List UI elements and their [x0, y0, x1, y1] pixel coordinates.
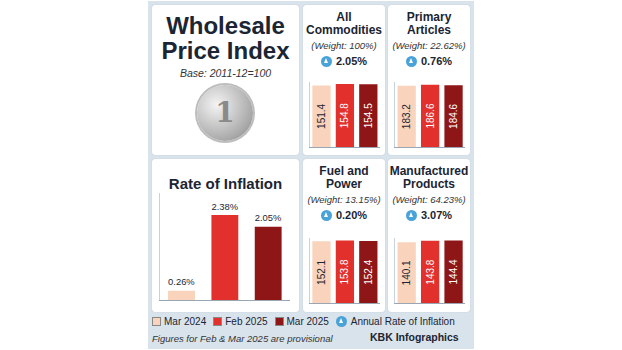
html-text:Primary Articles: Primary Articles	[406, 10, 452, 37]
html-text:Manufactured Products: Manufactured Products	[389, 164, 469, 191]
html-text:Base: 2011-12=100: Base: 2011-12=100	[179, 67, 272, 79]
html-text:0.76%: 0.76%	[420, 55, 453, 67]
html-text:Wholesale Price Index: Wholesale Price Index	[161, 12, 290, 64]
html-text:KBK Infographics: KBK Infographics	[370, 331, 459, 343]
svg-text:186.6: 186.6	[425, 103, 436, 128]
html-text:(Weight: 22.62%): (Weight: 22.62%)	[392, 40, 466, 51]
html-text:Rate of Inflation: Rate of Inflation	[168, 175, 283, 192]
svg-text:153.8: 153.8	[339, 259, 350, 284]
html-text:(Weight: 13.15%): (Weight: 13.15%)	[307, 194, 381, 205]
html-text:3.07%: 3.07%	[420, 209, 453, 221]
svg-text:152.1: 152.1	[316, 259, 327, 284]
html-text:0.20%: 0.20%	[335, 209, 368, 221]
html-text:Feb 2025: Feb 2025	[225, 316, 268, 327]
svg-text:140.1: 140.1	[401, 260, 412, 285]
html-text:(Weight: 100%): (Weight: 100%)	[311, 40, 377, 51]
svg-text:152.4: 152.4	[363, 259, 374, 284]
html-text:1: 1	[215, 96, 235, 129]
html-text:(Weight: 64.23%): (Weight: 64.23%)	[392, 194, 466, 205]
html-text:All Commodities: All Commodities	[306, 10, 382, 37]
svg-text:154.5: 154.5	[363, 103, 374, 128]
html-text:Fuel and Power: Fuel and Power	[319, 164, 369, 191]
svg-text:183.2: 183.2	[401, 104, 412, 129]
html-text:Annual Rate of Inflation: Annual Rate of Inflation	[350, 316, 455, 327]
html-text:Figures for Feb & Mar 2025 are: Figures for Feb & Mar 2025 are provision…	[152, 333, 333, 344]
svg-text:2.05%: 2.05%	[255, 213, 282, 223]
svg-text:154.8: 154.8	[339, 103, 350, 128]
svg-text:2.38%: 2.38%	[211, 202, 238, 212]
svg-text:143.8: 143.8	[425, 259, 436, 284]
svg-text:144.4: 144.4	[448, 259, 459, 284]
html-text:Mar 2025: Mar 2025	[286, 316, 329, 327]
html-text:Mar 2024: Mar 2024	[164, 316, 207, 327]
svg-text:184.6: 184.6	[448, 103, 459, 128]
html-text:2.05%: 2.05%	[335, 55, 368, 67]
svg-text:151.4: 151.4	[316, 103, 327, 128]
svg-text:0.26%: 0.26%	[168, 277, 195, 287]
